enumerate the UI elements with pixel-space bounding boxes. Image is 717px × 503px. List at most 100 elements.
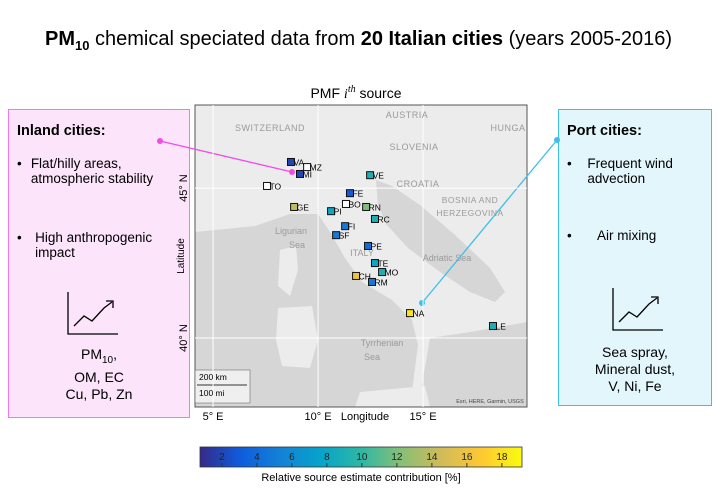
colorbar-tick-label: 10: [356, 452, 368, 463]
city-marker: [488, 322, 497, 331]
city-marker: [406, 309, 415, 318]
map-title-text: source: [356, 85, 402, 101]
species-text: Sea spray,: [602, 344, 668, 360]
title-sub: 10: [75, 38, 90, 53]
map-label: Sea: [364, 352, 380, 362]
colorbar-label: Relative source estimate contribution [%…: [261, 472, 460, 484]
city-label: TE: [377, 259, 388, 269]
colorbar-tick-label: 8: [324, 452, 330, 463]
city-marker: [263, 181, 272, 190]
species-text: Cu, Pb, Zn: [65, 385, 133, 402]
map-label: Adriatic Sea: [423, 253, 472, 263]
bullet: • Flat/hilly areas, atmospheric stability: [17, 156, 167, 186]
map-title-text: PMF: [310, 85, 343, 101]
city-marker: [364, 241, 373, 250]
city-label: NA: [413, 309, 425, 319]
x-tick-label: 15° E: [410, 411, 437, 423]
city-label: RN: [369, 202, 381, 212]
map-label: Tyrrhenian: [361, 338, 404, 348]
city-marker: [327, 207, 336, 216]
city-marker: [341, 199, 350, 208]
species-text: OM, EC: [74, 368, 124, 385]
y-tick-label: 40° N: [178, 324, 190, 352]
x-tick-label: 5° E: [203, 411, 224, 423]
city-marker: [341, 222, 350, 231]
city-label: PI: [334, 207, 342, 217]
species-text: ,: [113, 346, 117, 362]
city-label: VA: [293, 157, 304, 167]
city-marker: [303, 163, 312, 172]
x-axis-label: Longitude: [341, 411, 389, 423]
map-label: ITALY: [350, 248, 374, 258]
panel-heading: Inland cities:: [17, 123, 106, 139]
city-label: MZ: [310, 163, 322, 173]
bullet: • High anthropogenic impact: [17, 230, 167, 260]
city-label: FE: [352, 189, 363, 199]
connector-dot: [289, 169, 295, 175]
species-text: V, Ni, Fe: [608, 378, 662, 394]
title-text: (years 2005-2016): [503, 28, 672, 50]
growth-icon: [67, 292, 118, 335]
city-label: MI: [302, 169, 311, 179]
connector: [421, 139, 558, 304]
scale-label: 200 km: [199, 372, 227, 382]
colorbar-tick-label: 14: [426, 452, 438, 463]
map-label: SWITZERLAND: [235, 123, 305, 133]
connector-dot: [419, 300, 425, 306]
species-text: PM: [80, 346, 102, 362]
slide-title: PM10 chemical speciated data from 20 Ita…: [0, 28, 717, 53]
city-marker: [366, 171, 375, 180]
map-base: [195, 105, 527, 407]
city-label: MO: [385, 268, 399, 278]
city-marker: [290, 202, 299, 211]
city-label: VE: [373, 171, 385, 181]
inland-panel: Inland cities: • Flat/hilly areas, atmosp…: [8, 109, 190, 418]
panel-heading: Port cities:: [567, 123, 642, 139]
species-sub: 10: [101, 354, 114, 366]
bullet-text: Frequent wind advection: [587, 156, 673, 186]
map-label: HUNGA: [490, 123, 525, 133]
city-marker: [370, 259, 379, 268]
city-label: SF: [339, 231, 350, 241]
city-label: LE: [495, 322, 506, 332]
map-label: AUSTRIA: [386, 110, 429, 120]
connector-dot: [554, 137, 560, 143]
map-label: BOSNIA AND: [442, 195, 499, 205]
map-frame: [194, 104, 528, 408]
species-text: Mineral dust,: [594, 361, 676, 377]
species: Sea spray, Mineral dust, V, Ni, Fe: [559, 344, 711, 395]
bullet: • Frequent wind advection: [567, 156, 687, 186]
city-marker: [295, 169, 304, 178]
growth-icon: [612, 288, 663, 331]
bullet: • Air mixing: [567, 228, 657, 243]
city-marker: [286, 157, 295, 166]
map-title: PMF ith source: [310, 84, 401, 102]
title-text: chemical speciated data from: [89, 28, 361, 50]
colorbar-tick-label: 12: [391, 452, 403, 463]
city-marker: [332, 231, 341, 240]
city-label: RC: [377, 214, 389, 224]
connector: [159, 140, 293, 173]
colorbar-tick-label: 4: [254, 452, 260, 463]
city-marker: [378, 268, 387, 277]
port-panel: Port cities: • Frequent wind advection • A…: [558, 109, 712, 406]
map-label: Sea: [289, 240, 305, 250]
colorbar-tick-label: 2: [219, 452, 225, 463]
map-label: HERZEGOVINA: [436, 208, 503, 218]
connector-dot: [157, 138, 163, 144]
city-label: GE: [297, 202, 310, 212]
colorbar-tick-label: 16: [461, 452, 473, 463]
city-label: RM: [375, 277, 388, 287]
city-marker: [370, 214, 379, 223]
colorbar: [199, 446, 523, 468]
map-label: Ligurian: [275, 226, 307, 236]
x-tick-label: 10° E: [305, 411, 332, 423]
city-label: FI: [348, 222, 356, 232]
map-title-sup: th: [348, 84, 356, 95]
map-label: CROATIA: [397, 179, 440, 189]
y-tick-label: 45° N: [178, 174, 190, 202]
map-label: Esri, HERE, Garmin, USGS: [456, 399, 524, 405]
y-axis-label: Latitude: [176, 238, 187, 274]
colorbar-tick-label: 18: [496, 452, 508, 463]
